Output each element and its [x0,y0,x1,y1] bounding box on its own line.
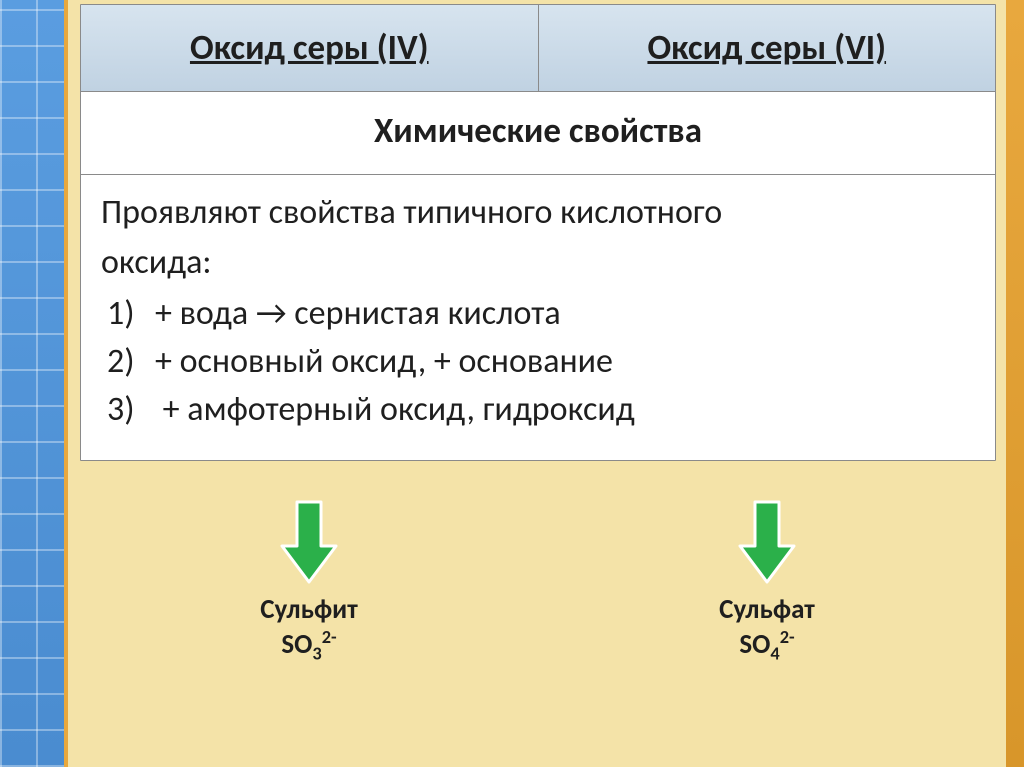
bg-left-stripe [0,0,68,767]
item3-text: + амфотерный оксид, гидроксид [155,389,635,430]
list-item-2: 2)+ основный оксид, + основание [101,338,975,386]
result-right-formula: SO42- [719,626,815,664]
result-left: Сульфит SO32- [260,594,357,665]
formula-sup: 2- [780,626,795,648]
arrow-down-icon [280,500,338,584]
arrow-cell-left: Сульфит SO32- [80,500,538,665]
comparison-table: Оксид серы (IV) Оксид серы (VI) Химическ… [80,4,996,461]
formula-base: SO [281,628,312,661]
list-item-3: 3) + амфотерный оксид, гидроксид [101,386,975,434]
result-right: Сульфат SO42- [719,594,815,665]
header-left: Оксид серы (IV) [81,5,539,92]
table-content: Проявляют свойства типичного кислотного … [81,175,995,460]
result-left-formula: SO32- [260,626,357,664]
result-right-name: Сульфат [719,594,815,626]
formula-sub: 4 [770,643,779,665]
result-left-name: Сульфит [260,594,357,626]
item1-number: 1) [107,290,155,338]
intro-line-1: Проявляют свойства типичного кислотного [101,189,975,237]
arrow-down-icon [738,500,796,584]
table-subheader: Химические свойства [81,92,995,175]
list-item-1: 1)+ вода → сернистая кислота [101,290,975,338]
formula-sub: 3 [312,643,321,665]
formula-base: SO [739,628,770,661]
item2-number: 2) [107,338,155,386]
intro-line-2: оксида: [101,239,975,287]
bg-right-stripe [1006,0,1024,767]
item2-text: + основный оксид, + основание [155,341,613,382]
table-header-row: Оксид серы (IV) Оксид серы (VI) [81,5,995,92]
arrow-cell-right: Сульфат SO42- [538,500,996,665]
formula-sup: 2- [322,626,337,648]
item1-text: + вода → сернистая кислота [155,293,561,334]
item3-number: 3) [107,386,155,434]
arrows-row: Сульфит SO32- Сульфат SO42- [80,500,996,665]
header-right: Оксид серы (VI) [539,5,996,92]
